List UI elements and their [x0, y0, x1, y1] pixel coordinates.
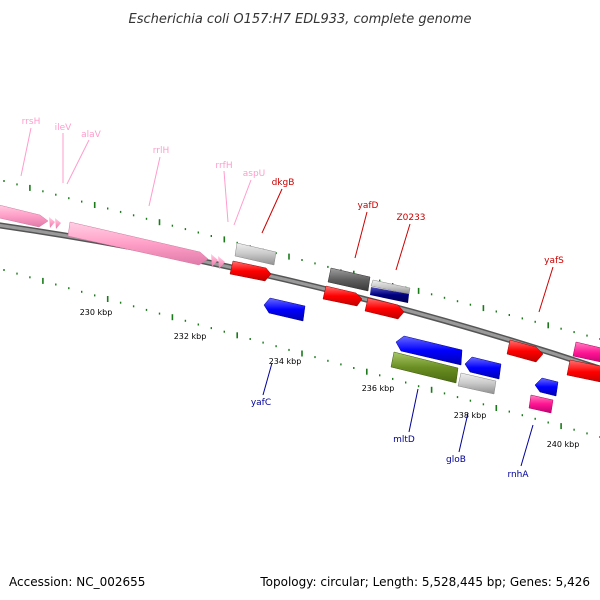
feature-rrsH: [0, 204, 49, 228]
leader-yafC: [262, 362, 273, 396]
leader-yafD: [354, 211, 368, 259]
gene-label-dkgB[interactable]: dkgB: [272, 178, 295, 188]
feature-rrfH: [211, 254, 218, 267]
feature-blue-2: [464, 356, 502, 380]
leader-rrsH: [20, 127, 32, 177]
gene-label-rrsH[interactable]: rrsH: [22, 117, 41, 127]
feature-blue-3: [534, 377, 559, 397]
leader-rnhA: [520, 424, 534, 467]
map-title: Escherichia coli O157:H7 EDL933, complet…: [129, 12, 472, 27]
feature-rrlH: [67, 221, 209, 266]
feature-red-3: [364, 297, 405, 320]
leader-rrlH: [148, 156, 161, 207]
gene-label-yafS[interactable]: yafS: [544, 256, 564, 266]
scale-label: 232 kbp: [174, 332, 207, 341]
feature-rnhA: [528, 394, 554, 414]
gene-labels: rrsH ileV alaV rrlH rrfH aspU dkgB yafD …: [22, 117, 564, 480]
gene-label-rrlH[interactable]: rrlH: [153, 146, 170, 156]
feature-Z0233: [370, 287, 409, 303]
gene-label-yafC[interactable]: yafC: [251, 398, 271, 408]
feature-alaV: [55, 218, 61, 229]
lower-tick-row: [3, 269, 600, 438]
leader-alaV: [66, 139, 90, 185]
leader-aspU: [233, 179, 252, 226]
feature-mltD: [395, 335, 463, 366]
gene-label-rrfH[interactable]: rrfH: [215, 161, 232, 171]
gene-label-Z0233[interactable]: Z0233: [396, 213, 425, 223]
feature-red-5: [566, 359, 600, 383]
label-leader-lines: [20, 127, 554, 467]
feature-yafD: [322, 285, 363, 307]
feature-olive: [390, 351, 459, 384]
gene-label-rnhA[interactable]: rnhA: [507, 470, 529, 480]
accession-text: Accession: NC_002655: [9, 575, 145, 589]
scale-label: 240 kbp: [547, 440, 580, 449]
gene-features: [0, 204, 600, 414]
feature-gloB: [457, 372, 497, 395]
feature-yafC: [263, 297, 306, 322]
feature-magenta-1: [572, 341, 600, 363]
gene-label-gloB[interactable]: gloB: [446, 455, 466, 465]
leader-yafS: [538, 266, 554, 313]
feature-yafD-dark: [327, 267, 371, 292]
leader-rrfH: [223, 170, 229, 223]
gene-label-yafD[interactable]: yafD: [358, 201, 379, 211]
leader-gloB: [458, 412, 469, 453]
gene-label-aspU[interactable]: aspU: [243, 169, 266, 179]
summary-text: Topology: circular; Length: 5,528,445 bp…: [259, 575, 590, 589]
scale-label: 238 kbp: [454, 411, 487, 420]
feature-ileV: [49, 217, 55, 228]
scale-label: 236 kbp: [362, 384, 395, 393]
feature-dkgB: [229, 260, 272, 282]
feature-yafS: [506, 339, 544, 363]
gene-label-mltD[interactable]: mltD: [393, 435, 415, 445]
feature-aspU: [218, 256, 225, 269]
scale-label: 234 kbp: [269, 357, 302, 366]
scale-labels: 230 kbp 232 kbp 234 kbp 236 kbp 238 kbp …: [80, 308, 580, 449]
gene-label-ileV[interactable]: ileV: [55, 123, 73, 133]
leader-Z0233: [395, 223, 411, 271]
gene-label-alaV[interactable]: alaV: [81, 130, 102, 140]
feature-gray-1: [234, 242, 277, 266]
leader-dkgB: [261, 188, 283, 234]
scale-label: 230 kbp: [80, 308, 113, 317]
leader-mltD: [408, 388, 419, 433]
